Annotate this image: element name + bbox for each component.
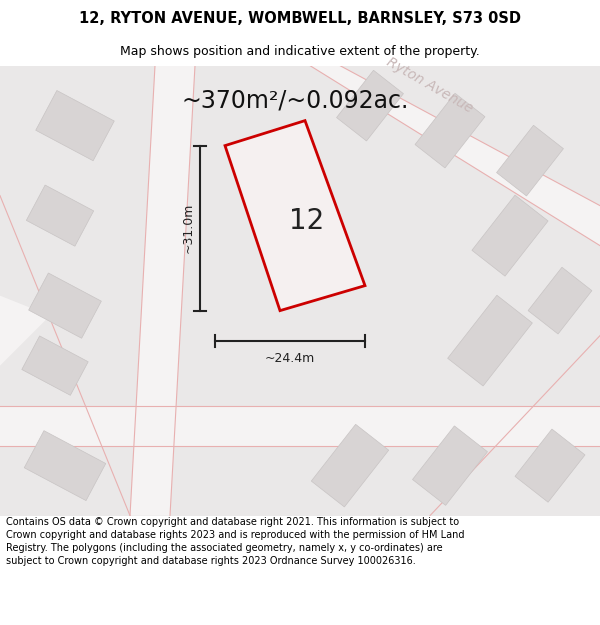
Text: ~24.4m: ~24.4m bbox=[265, 352, 315, 365]
Text: 12: 12 bbox=[289, 207, 325, 234]
Polygon shape bbox=[528, 268, 592, 334]
Text: Contains OS data © Crown copyright and database right 2021. This information is : Contains OS data © Crown copyright and d… bbox=[6, 516, 464, 566]
Polygon shape bbox=[515, 429, 585, 503]
Polygon shape bbox=[310, 66, 600, 246]
Polygon shape bbox=[472, 195, 548, 276]
Polygon shape bbox=[225, 121, 365, 311]
Text: Map shows position and indicative extent of the property.: Map shows position and indicative extent… bbox=[120, 45, 480, 58]
Polygon shape bbox=[337, 70, 403, 141]
Text: 12, RYTON AVENUE, WOMBWELL, BARNSLEY, S73 0SD: 12, RYTON AVENUE, WOMBWELL, BARNSLEY, S7… bbox=[79, 11, 521, 26]
Polygon shape bbox=[413, 426, 487, 506]
Text: ~31.0m: ~31.0m bbox=[182, 203, 194, 253]
Polygon shape bbox=[415, 93, 485, 168]
Polygon shape bbox=[29, 273, 101, 338]
Text: Ryton Avenue: Ryton Avenue bbox=[385, 55, 476, 116]
Text: ~370m²/~0.092ac.: ~370m²/~0.092ac. bbox=[181, 89, 409, 112]
Polygon shape bbox=[130, 66, 195, 516]
Polygon shape bbox=[0, 406, 600, 446]
Polygon shape bbox=[240, 142, 348, 294]
Polygon shape bbox=[26, 185, 94, 246]
Polygon shape bbox=[24, 431, 106, 501]
Polygon shape bbox=[448, 295, 532, 386]
Polygon shape bbox=[0, 296, 50, 366]
Polygon shape bbox=[0, 66, 600, 516]
Polygon shape bbox=[311, 424, 389, 507]
Polygon shape bbox=[22, 336, 88, 395]
Polygon shape bbox=[36, 91, 114, 161]
Polygon shape bbox=[497, 125, 563, 196]
